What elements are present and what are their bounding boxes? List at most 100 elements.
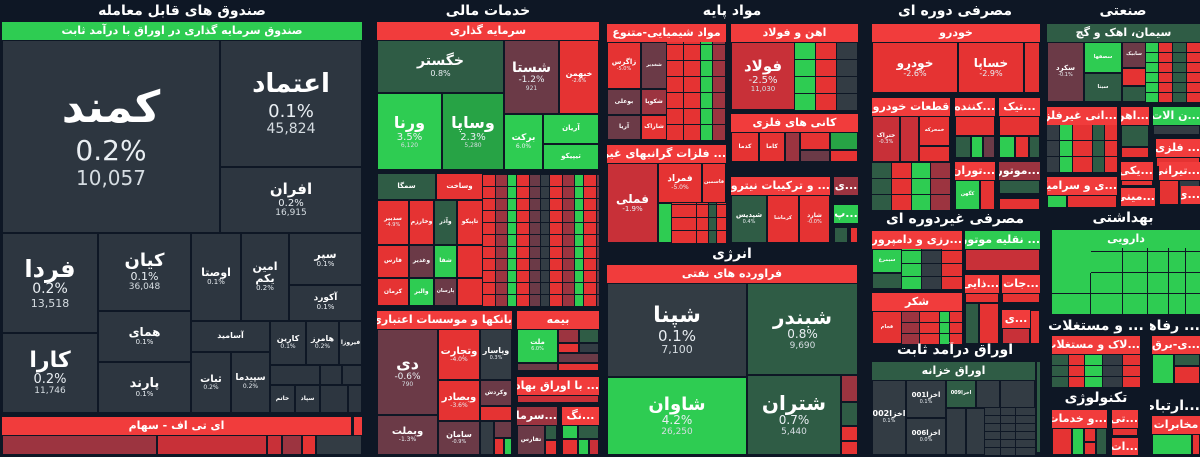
tile-small[interactable]	[999, 136, 1015, 158]
tile-separ[interactable]: سپر 0.1%	[289, 233, 362, 285]
tile-sita[interactable]: سیتا	[1084, 73, 1122, 102]
tile-small[interactable]	[1000, 380, 1035, 408]
tile-barkat[interactable]: برکت 6.0%	[504, 114, 543, 170]
tile-vsakht[interactable]: وساخت	[436, 173, 483, 200]
tile-small[interactable]	[558, 353, 599, 363]
tile-small[interactable]	[1153, 125, 1200, 135]
tile-small[interactable]	[999, 180, 1040, 194]
tile-small[interactable]	[1084, 428, 1096, 442]
tile-small[interactable]	[965, 293, 999, 303]
group-banner-securities[interactable]: ... با اوراق بهادار	[517, 377, 599, 395]
tile-small[interactable]	[348, 385, 362, 413]
tile-small[interactable]	[1052, 428, 1072, 455]
group-banner-metal-ores[interactable]: کانی های فلزی	[731, 114, 858, 132]
tile-afran[interactable]: افران 0.2% 16,915	[220, 167, 362, 233]
tile-small[interactable]	[589, 439, 599, 455]
group-banner-metal[interactable]: ... فلزی	[1156, 139, 1200, 157]
tile-shkooya[interactable]: شکویا	[641, 89, 667, 115]
group-banner-tech-services[interactable]: ...و خدمات	[1052, 410, 1107, 428]
group-banner-cement[interactable]: سیمان، اهک و گچ	[1047, 24, 1200, 42]
tile-small[interactable]	[872, 273, 902, 289]
tile-small[interactable]	[457, 278, 483, 306]
tile-vsapa[interactable]: وساپا 2.3% 5,280	[442, 93, 504, 170]
tile-etf-stock[interactable]	[282, 435, 302, 455]
tile-small[interactable]	[517, 395, 599, 403]
tile-small[interactable]	[480, 421, 494, 455]
tile-sabik[interactable]: سابیک	[1122, 42, 1146, 68]
tile-small[interactable]	[800, 132, 830, 150]
tile-small[interactable]	[1122, 86, 1146, 102]
tile-sepad[interactable]: سپاد	[295, 385, 320, 413]
tile-farda[interactable]: فردا 0.2% 13,518	[2, 233, 98, 333]
tile-sabat[interactable]: ثبات 0.2%	[191, 352, 231, 413]
tile-day[interactable]: دی -0.6% 790	[377, 329, 438, 415]
tile-small[interactable]	[983, 136, 995, 158]
group-banner-chemicals[interactable]: مواد شیمیایی-متنوع	[607, 24, 726, 42]
tile-arian[interactable]: آریان	[543, 114, 599, 144]
group-banner-sugar[interactable]: شکر	[872, 293, 962, 311]
tile-akord[interactable]: آکورد 0.1%	[289, 285, 362, 321]
tile-small[interactable]	[504, 438, 512, 455]
tile-kian[interactable]: کیان 0.1% 36,048	[98, 233, 191, 311]
tile-famrad[interactable]: فمراد -5.0%	[658, 163, 702, 203]
tile-small[interactable]	[558, 329, 579, 343]
tile-small[interactable]	[1152, 354, 1174, 384]
tile-small[interactable]	[1047, 195, 1067, 208]
tile-small[interactable]	[558, 363, 599, 371]
tile-vbsader[interactable]: وبصادر -3.6%	[438, 380, 480, 421]
tile-small[interactable]	[1072, 428, 1084, 455]
tile-shepna[interactable]: شپنا 0.1% 7,100	[607, 283, 747, 377]
tile-small[interactable]	[955, 136, 971, 158]
tile-small[interactable]	[850, 227, 858, 243]
tile-shard[interactable]: شارد -0.0%	[799, 195, 830, 243]
tile-zagros[interactable]: زاگرس -5.0%	[607, 42, 641, 89]
tile-small[interactable]	[579, 343, 599, 353]
tile-vghadir[interactable]: وغدیر	[409, 245, 434, 278]
tile-small[interactable]	[320, 365, 342, 385]
tile-hamerz[interactable]: هامرز 0.2%	[306, 321, 339, 365]
tile-small[interactable]	[578, 439, 589, 455]
tile-small[interactable]	[558, 343, 579, 353]
tile-small[interactable]	[830, 132, 858, 150]
tile-shasta[interactable]: شستا -1.2% 921	[504, 40, 559, 114]
tile-kama[interactable]: کاما	[759, 132, 785, 162]
tile-small[interactable]	[834, 227, 848, 243]
tile-small[interactable]	[1121, 125, 1149, 147]
tile-small[interactable]	[1096, 428, 1107, 455]
tile-small[interactable]	[830, 150, 858, 162]
tile-kerman[interactable]: کرمان	[377, 278, 409, 306]
tile-small[interactable]	[1121, 180, 1153, 186]
tile-shghadir[interactable]: شغدیر	[641, 42, 667, 89]
tile-kamand[interactable]: کمند 0.2% 10,057	[2, 40, 220, 233]
tile-shbandar[interactable]: شبندر 0.8% 9,690	[747, 283, 858, 375]
tile-small[interactable]	[1152, 434, 1192, 455]
tile-small[interactable]	[1002, 293, 1040, 303]
group-banner-treasury[interactable]: اوراق خزانه	[872, 362, 1035, 380]
tile-sedbir[interactable]: سدبیر -4.9%	[377, 200, 409, 245]
tile-small[interactable]	[1030, 310, 1040, 344]
tile-small[interactable]	[494, 421, 512, 438]
group-banner-insurance[interactable]: بیمه	[517, 311, 599, 329]
tile-small[interactable]	[976, 380, 1000, 408]
tile-fasmin[interactable]: فاسمین	[702, 163, 726, 203]
tile-karin[interactable]: کارین 0.1%	[270, 321, 306, 365]
group-banner-fixed-income-funds[interactable]: صندوق سرمایه گذاری در اوراق با درآمد ثاب…	[2, 22, 362, 40]
tile-khodro[interactable]: خودرو -2.6%	[872, 42, 958, 93]
tile-small[interactable]	[946, 408, 966, 455]
group-banner-touran[interactable]: ...توران	[955, 162, 995, 180]
tile-etf-stock[interactable]	[157, 435, 267, 455]
tile-akhza001[interactable]: اخزا001 0.1%	[906, 380, 946, 418]
tile-sesafha[interactable]: سصفها	[1084, 42, 1122, 73]
tile-small[interactable]	[980, 180, 995, 210]
tile-small[interactable]	[841, 402, 858, 426]
tile-small[interactable]	[919, 146, 950, 162]
tile-small[interactable]	[1192, 434, 1200, 455]
tile-small[interactable]	[1122, 68, 1146, 86]
tile-shetran[interactable]: شتران 0.7% 5,440	[747, 375, 841, 455]
tile-kara[interactable]: کارا 0.2% 11,746	[2, 333, 98, 413]
group-banner-konandeh[interactable]: ...کننده	[955, 98, 995, 116]
tile-small[interactable]	[1159, 180, 1179, 205]
group-banner-misc[interactable]: ...ی	[1002, 310, 1030, 328]
tile-small[interactable]	[494, 438, 504, 455]
